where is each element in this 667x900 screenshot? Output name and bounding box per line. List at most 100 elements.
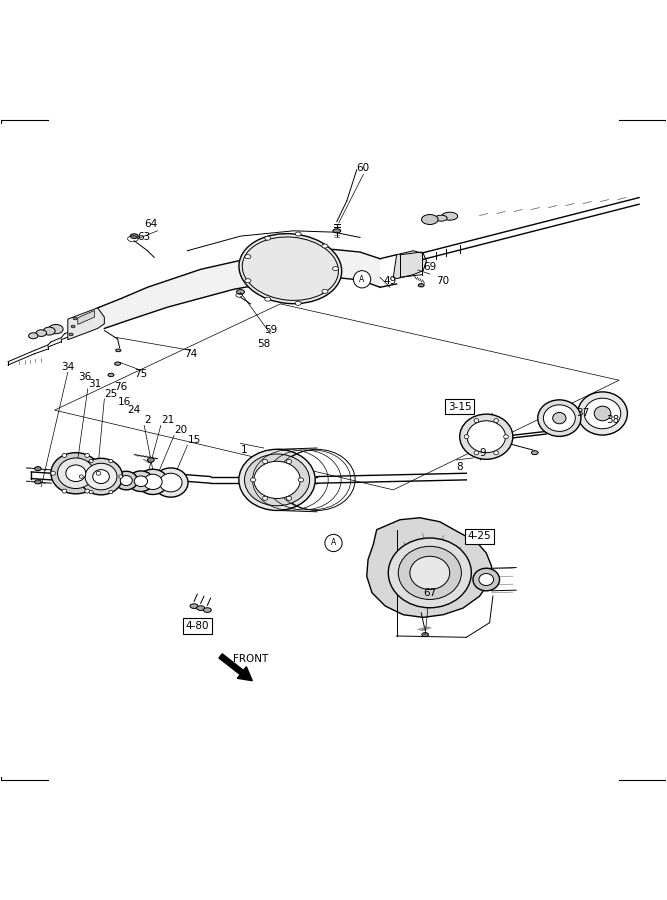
Text: 16: 16: [117, 397, 131, 407]
Text: 60: 60: [357, 163, 370, 173]
Ellipse shape: [333, 266, 338, 271]
Text: 2: 2: [144, 415, 151, 425]
Polygon shape: [394, 251, 426, 279]
Ellipse shape: [286, 496, 291, 500]
Ellipse shape: [49, 325, 63, 334]
Ellipse shape: [203, 608, 211, 612]
Ellipse shape: [467, 421, 506, 453]
Text: 8: 8: [456, 462, 463, 472]
Text: 69: 69: [423, 262, 436, 273]
Polygon shape: [78, 310, 94, 325]
Text: 9: 9: [480, 448, 486, 458]
Ellipse shape: [109, 491, 113, 494]
Ellipse shape: [190, 604, 198, 608]
Ellipse shape: [464, 435, 469, 438]
Ellipse shape: [130, 234, 138, 238]
Ellipse shape: [494, 451, 498, 454]
Ellipse shape: [544, 405, 575, 431]
Ellipse shape: [197, 606, 205, 610]
Ellipse shape: [286, 460, 291, 464]
Text: 20: 20: [174, 425, 187, 435]
Ellipse shape: [322, 289, 328, 293]
Ellipse shape: [36, 329, 47, 337]
FancyArrow shape: [219, 653, 252, 680]
Ellipse shape: [298, 478, 303, 482]
Text: 36: 36: [78, 372, 91, 382]
Ellipse shape: [239, 234, 342, 303]
Ellipse shape: [532, 451, 538, 454]
Ellipse shape: [295, 302, 301, 305]
Ellipse shape: [245, 454, 309, 506]
Text: A: A: [360, 274, 365, 284]
Ellipse shape: [265, 297, 271, 302]
Text: 75: 75: [134, 369, 147, 379]
Ellipse shape: [89, 459, 93, 463]
Ellipse shape: [460, 414, 513, 459]
Polygon shape: [97, 249, 380, 328]
Ellipse shape: [115, 349, 121, 352]
Ellipse shape: [119, 475, 123, 478]
Ellipse shape: [85, 464, 117, 490]
Ellipse shape: [115, 362, 121, 365]
Text: 24: 24: [127, 405, 141, 415]
Text: 38: 38: [606, 415, 619, 425]
Ellipse shape: [473, 568, 500, 590]
Text: 4-25: 4-25: [468, 531, 492, 541]
Ellipse shape: [251, 478, 255, 482]
Text: 3-15: 3-15: [448, 401, 472, 412]
Ellipse shape: [143, 474, 162, 490]
Text: 49: 49: [384, 275, 397, 285]
Ellipse shape: [134, 476, 147, 487]
Circle shape: [354, 271, 371, 288]
Ellipse shape: [474, 451, 479, 454]
Ellipse shape: [295, 232, 301, 236]
Text: 21: 21: [161, 415, 174, 425]
Polygon shape: [68, 308, 104, 339]
Text: 4-80: 4-80: [185, 621, 209, 631]
Ellipse shape: [73, 317, 77, 319]
Ellipse shape: [245, 255, 251, 258]
Text: 58: 58: [257, 338, 270, 348]
Text: 76: 76: [114, 382, 127, 392]
Ellipse shape: [89, 491, 93, 494]
Ellipse shape: [66, 465, 86, 482]
Circle shape: [325, 535, 342, 552]
Ellipse shape: [153, 468, 188, 497]
Ellipse shape: [128, 471, 153, 491]
Ellipse shape: [62, 489, 67, 493]
Ellipse shape: [29, 333, 38, 338]
Ellipse shape: [584, 398, 621, 428]
Ellipse shape: [553, 412, 566, 424]
Ellipse shape: [442, 212, 458, 220]
Ellipse shape: [239, 449, 315, 510]
Text: 37: 37: [576, 409, 589, 419]
Ellipse shape: [137, 469, 168, 494]
Ellipse shape: [538, 400, 581, 436]
Ellipse shape: [322, 244, 328, 248]
Ellipse shape: [245, 279, 251, 283]
Ellipse shape: [418, 284, 424, 287]
Ellipse shape: [108, 374, 114, 376]
Ellipse shape: [504, 435, 508, 438]
Ellipse shape: [35, 480, 41, 484]
Polygon shape: [367, 518, 492, 617]
Ellipse shape: [578, 392, 628, 435]
Ellipse shape: [57, 458, 94, 489]
Ellipse shape: [435, 215, 447, 221]
Ellipse shape: [115, 472, 137, 490]
Ellipse shape: [265, 236, 271, 240]
Text: 34: 34: [61, 362, 75, 372]
Ellipse shape: [422, 633, 428, 636]
Text: 15: 15: [187, 435, 201, 445]
Text: 70: 70: [436, 275, 450, 285]
Ellipse shape: [71, 325, 75, 328]
Ellipse shape: [93, 470, 109, 483]
Ellipse shape: [120, 475, 132, 485]
Ellipse shape: [474, 418, 479, 423]
Ellipse shape: [262, 496, 267, 500]
Text: A: A: [331, 538, 336, 547]
Ellipse shape: [51, 472, 55, 475]
Ellipse shape: [237, 290, 245, 294]
Ellipse shape: [69, 333, 73, 336]
Ellipse shape: [262, 460, 267, 464]
